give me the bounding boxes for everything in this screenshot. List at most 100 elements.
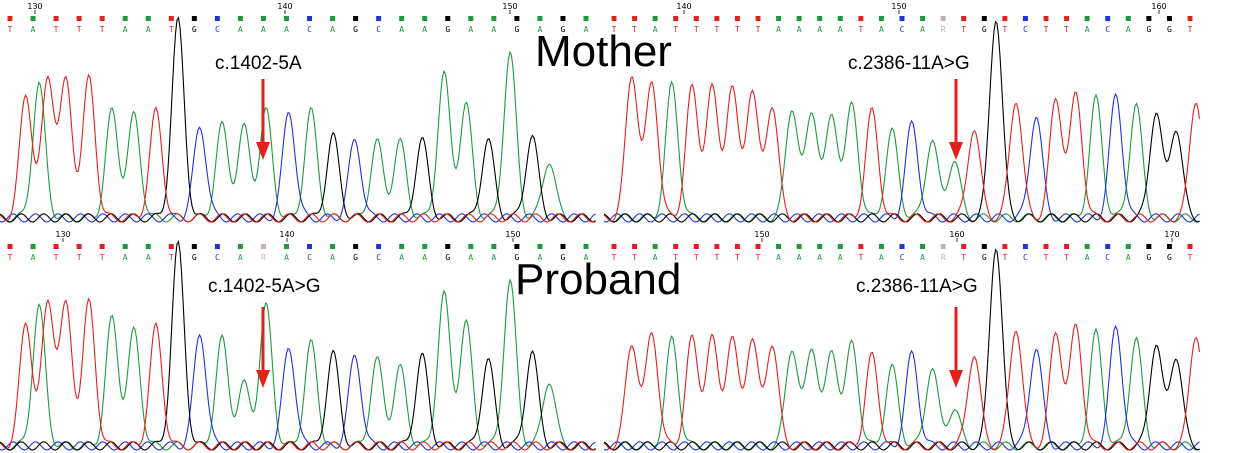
base-call: T: [632, 253, 637, 262]
base-quality-marker: [237, 16, 243, 21]
base-quality-marker: [76, 16, 82, 21]
base-quality-marker: [260, 244, 266, 249]
base-quality-marker: [899, 16, 905, 21]
trace-a: [603, 80, 1200, 223]
base-quality-marker: [817, 16, 823, 21]
base-quality-marker: [191, 16, 197, 21]
base-call: A: [468, 253, 473, 262]
base-quality-marker: [1022, 244, 1028, 249]
base-quality-marker: [878, 16, 884, 21]
base-call: A: [399, 25, 404, 34]
mother-title: Mother: [535, 27, 672, 76]
base-call: G: [445, 25, 450, 34]
base-quality-marker: [537, 244, 543, 249]
base-quality-marker: [1166, 16, 1172, 21]
base-call: A: [330, 253, 335, 262]
trace-g: [603, 248, 1200, 451]
position-tick-label: 150: [754, 230, 769, 239]
trace-t: [0, 297, 596, 451]
base-quality-marker: [632, 244, 638, 249]
base-quality-marker: [1064, 244, 1070, 249]
base-call: C: [215, 253, 220, 262]
base-call: T: [54, 253, 59, 262]
base-quality-marker: [214, 16, 220, 21]
base-call: A: [838, 253, 843, 262]
base-quality-marker: [353, 244, 359, 249]
mother-right-panel: T T A T T T T T A A A A T A C A R T G T C T T A C A G G T 140 150 160: [603, 2, 1201, 223]
base-call: T: [961, 25, 966, 34]
base-quality-marker: [560, 16, 566, 21]
base-call: T: [1002, 25, 1007, 34]
base-quality-marker: [1084, 16, 1090, 21]
base-call: A: [31, 25, 36, 34]
base-call: G: [561, 253, 566, 262]
base-call: T: [1044, 253, 1049, 262]
position-tick-label: 140: [279, 230, 294, 239]
base-quality-marker: [583, 16, 589, 21]
trace-g: [0, 16, 596, 223]
base-call: A: [491, 253, 496, 262]
variant-arrowhead: [256, 142, 270, 160]
base-quality-marker: [214, 244, 220, 249]
base-call: G: [1146, 25, 1151, 34]
base-call: A: [422, 253, 427, 262]
base-quality-marker: [1105, 244, 1111, 249]
base-quality-marker: [611, 16, 617, 21]
base-call: C: [376, 25, 381, 34]
trace-c: [603, 324, 1200, 451]
base-quality-marker: [1064, 16, 1070, 21]
base-call: A: [797, 25, 802, 34]
base-quality-marker: [122, 16, 128, 21]
base-quality-marker: [673, 244, 679, 249]
base-call: A: [123, 253, 128, 262]
variant-label-proband-right: c.2386-11A>G: [856, 276, 978, 297]
base-call: T: [77, 25, 82, 34]
base-quality-marker: [961, 244, 967, 249]
mother-left-panel: T A T T T A A T G C A A A C A G C A A G A A G A G A 130 140 150: [0, 2, 596, 223]
base-quality-marker: [1105, 16, 1111, 21]
trace-t: [603, 323, 1201, 451]
base-quality-marker: [353, 16, 359, 21]
base-call: C: [1023, 25, 1028, 34]
base-quality-marker: [122, 244, 128, 249]
base-quality-marker: [168, 244, 174, 249]
position-tick-label: 130: [55, 230, 70, 239]
base-call: A: [817, 25, 822, 34]
base-call: A: [584, 25, 589, 34]
base-quality-marker: [837, 244, 843, 249]
base-call: A: [538, 25, 543, 34]
base-call: A: [797, 253, 802, 262]
base-quality-marker: [376, 16, 382, 21]
base-call: T: [858, 253, 863, 262]
base-quality-marker: [76, 244, 82, 249]
variant-label-mother-left: c.1402-5A: [215, 53, 302, 74]
base-call: A: [776, 25, 781, 34]
base-quality-marker: [145, 244, 151, 249]
base-call: T: [735, 25, 740, 34]
position-tick-label: 140: [676, 2, 691, 11]
base-quality-marker: [817, 244, 823, 249]
base-call: A: [653, 25, 658, 34]
base-call: G: [1146, 253, 1151, 262]
base-quality-marker: [583, 244, 589, 249]
base-call: T: [54, 25, 59, 34]
base-call: A: [238, 25, 243, 34]
position-tick-label: 140: [277, 2, 292, 11]
base-call: T: [612, 253, 617, 262]
base-call: T: [673, 25, 678, 34]
base-quality-marker: [99, 244, 105, 249]
base-call: G: [514, 253, 519, 262]
base-call: T: [169, 253, 174, 262]
base-call: T: [1064, 25, 1069, 34]
base-quality-marker: [611, 244, 617, 249]
base-quality-marker: [776, 16, 782, 21]
base-quality-marker: [514, 16, 520, 21]
base-quality-marker: [755, 16, 761, 21]
base-call: A: [1126, 253, 1131, 262]
base-quality-marker: [468, 244, 474, 249]
base-call: A: [538, 253, 543, 262]
base-call: R: [941, 25, 946, 34]
base-call: A: [1085, 253, 1090, 262]
base-quality-marker: [1084, 244, 1090, 249]
